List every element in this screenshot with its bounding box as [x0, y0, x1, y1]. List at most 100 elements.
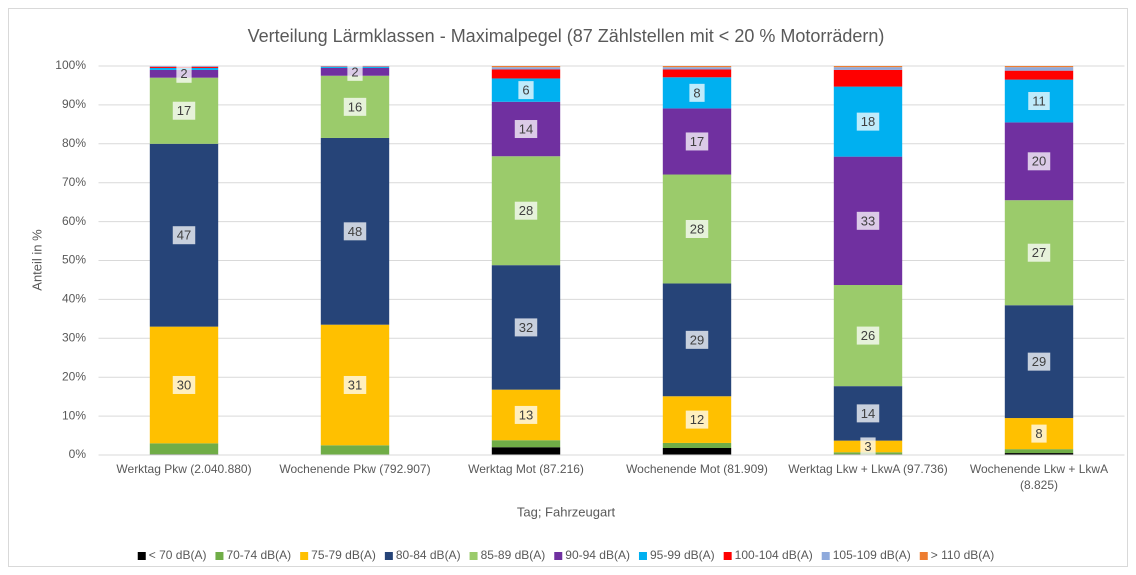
legend-swatch	[638, 552, 647, 560]
data-label-text: 26	[861, 328, 875, 343]
legend-swatch	[723, 552, 732, 560]
bar-segment	[491, 66, 561, 68]
bar-segment	[1004, 67, 1074, 71]
legend-swatch	[919, 552, 928, 560]
x-axis-title: Tag; Fahrzeugart	[517, 504, 616, 519]
data-label-bg	[1027, 352, 1051, 371]
data-label: 30	[172, 375, 196, 394]
data-label-text: 48	[348, 224, 362, 239]
legend-swatch	[384, 552, 393, 560]
bar-segment	[833, 67, 903, 70]
data-label-text: 14	[519, 121, 533, 136]
legend-swatch	[137, 552, 146, 560]
data-label: 27	[1027, 243, 1051, 262]
data-label: 14	[856, 404, 880, 423]
data-label: 20	[1027, 152, 1051, 171]
data-label-bg	[172, 375, 196, 394]
bar-segment	[1004, 453, 1074, 455]
y-tick-label: 90%	[62, 97, 86, 111]
bar-segment	[1004, 70, 1074, 80]
y-tick-label: 40%	[62, 292, 86, 306]
data-label-bg	[685, 330, 709, 349]
bar-segment	[662, 447, 732, 455]
data-label-text: 13	[519, 407, 533, 422]
legend-label: 75-79 dB(A)	[311, 548, 376, 562]
data-label-text: 29	[1032, 354, 1046, 369]
bar-segment	[833, 69, 903, 87]
data-label: 11	[1028, 92, 1050, 111]
bar-segment	[662, 442, 732, 448]
data-label: 29	[1027, 352, 1051, 371]
x-tick-label: Werktag Mot (87.216)	[468, 462, 584, 476]
y-tick-label: 50%	[62, 253, 86, 267]
data-label-bg	[860, 437, 876, 456]
data-label: 16	[343, 97, 367, 116]
data-label-text: 8	[1035, 426, 1042, 441]
y-tick-label: 70%	[62, 175, 86, 189]
y-tick-label: 100%	[55, 58, 86, 72]
data-label: 8	[1031, 424, 1047, 443]
x-tick-label: Wochenende Mot (81.909)	[626, 462, 768, 476]
legend-label: 90-94 dB(A)	[565, 548, 630, 562]
data-label-text: 29	[690, 332, 704, 347]
data-label-bg	[347, 62, 363, 81]
legend-label: > 110 dB(A)	[931, 548, 994, 562]
bar-segment	[662, 66, 732, 68]
data-label-text: 8	[693, 85, 700, 100]
data-label-bg	[518, 81, 534, 100]
legend: < 70 dB(A) 70-74 dB(A) 75-79 dB(A) 80-84 dB…	[137, 548, 994, 562]
data-label-text: 2	[351, 64, 358, 79]
data-label-text: 3	[864, 439, 871, 454]
x-tick-label: Werktag Lkw + LkwA (97.736)	[788, 462, 948, 476]
bar-segment	[1004, 449, 1074, 454]
data-label: 2	[347, 62, 363, 81]
data-label: 28	[685, 219, 709, 238]
data-label-text: 14	[861, 406, 875, 421]
data-label-text: 20	[1032, 154, 1046, 169]
legend-label: 105-109 dB(A)	[833, 548, 911, 562]
bar-segment	[833, 66, 903, 68]
data-label-text: 30	[177, 377, 191, 392]
chart-title: Verteilung Lärmklassen - Maximalpegel (8…	[248, 26, 885, 46]
bar-segment	[491, 440, 561, 448]
data-label-bg	[514, 405, 538, 424]
data-label: 48	[343, 222, 367, 241]
legend-label: < 70 dB(A)	[149, 548, 207, 562]
legend-label: 70-74 dB(A)	[226, 548, 291, 562]
data-label-bg	[514, 201, 538, 220]
bar-segment	[149, 443, 219, 455]
y-tick-label: 30%	[62, 330, 86, 344]
data-label-bg	[176, 64, 192, 83]
data-label-text: 12	[690, 412, 704, 427]
data-label-text: 18	[861, 114, 875, 129]
data-label-bg	[689, 83, 705, 102]
legend-swatch	[554, 552, 563, 560]
data-label-bg	[172, 101, 196, 120]
legend-label: 85-89 dB(A)	[481, 548, 546, 562]
bar-segment	[491, 447, 561, 455]
data-label-text: 11	[1032, 93, 1046, 108]
data-label-bg	[856, 326, 880, 345]
data-label: 12	[685, 410, 709, 429]
y-tick-label: 80%	[62, 136, 86, 150]
data-label-text: 16	[348, 99, 362, 114]
data-label: 18	[856, 112, 880, 131]
data-label: 3	[860, 437, 876, 456]
data-label-text: 28	[519, 203, 533, 218]
data-label: 14	[514, 120, 538, 139]
y-tick-label: 10%	[62, 408, 86, 422]
y-tick-label: 60%	[62, 214, 86, 228]
data-label-bg	[514, 120, 538, 139]
data-label-bg	[1031, 424, 1047, 443]
data-label: 29	[685, 330, 709, 349]
legend-swatch	[215, 552, 224, 560]
data-label-bg	[856, 404, 880, 423]
data-label-text: 17	[177, 103, 191, 118]
data-label: 8	[689, 83, 705, 102]
data-label: 28	[514, 201, 538, 220]
data-label-bg	[685, 132, 709, 151]
x-tick-label: Werktag Pkw (2.040.880)	[116, 462, 251, 476]
data-label: 2	[176, 64, 192, 83]
data-label-text: 47	[177, 228, 191, 243]
